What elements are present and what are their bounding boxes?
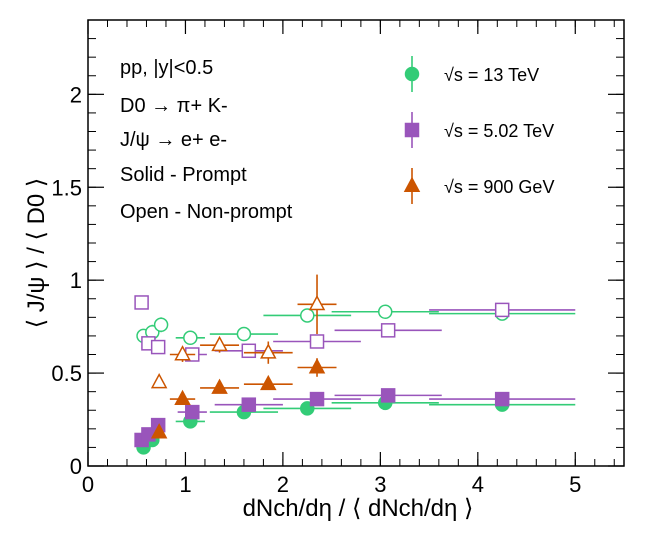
annotation-jpsi-decay: J/ψ → e+ e- [120, 129, 227, 151]
annotation-d0-decay: D0 → π+ K- [120, 95, 228, 117]
data-point [174, 389, 191, 406]
data-point [236, 326, 252, 342]
y-tick-label: 2 [70, 82, 82, 107]
x-axis-title: dNch/dη / ⟨ dNch/dη ⟩ [243, 495, 474, 522]
data-point [494, 302, 510, 318]
data-point [150, 372, 168, 389]
legend-marker-triangle [403, 176, 421, 192]
data-point [260, 343, 277, 359]
x-tick-label: 3 [374, 472, 386, 497]
annotation-open-nonprompt: Open - Non-prompt [120, 201, 293, 223]
legend-label-900gev: √s = 900 GeV [444, 177, 554, 197]
series-2 [134, 388, 576, 448]
y-axis-title: ⟨ J/ψ ⟩ / ⟨ D0 ⟩ [23, 178, 50, 329]
data-point [150, 423, 168, 439]
data-point [380, 323, 396, 338]
series-5 [150, 274, 337, 389]
legend: √s = 13 TeV √s = 5.02 TeV √s = 900 GeV [403, 56, 554, 204]
x-tick-label: 5 [569, 472, 581, 497]
x-tick-label: 1 [179, 472, 191, 497]
series-3 [134, 295, 576, 362]
data-point [185, 404, 200, 420]
data-point [494, 391, 510, 407]
x-tick-label: 0 [82, 472, 94, 497]
y-tick-label: 0 [70, 454, 82, 479]
data-point [308, 358, 326, 374]
data-layer [134, 274, 576, 455]
data-point [211, 335, 228, 352]
y-tick-label: 0.5 [51, 361, 82, 386]
data-point [380, 388, 396, 403]
series-4 [150, 358, 337, 439]
x-tick-label: 4 [472, 472, 484, 497]
data-point [174, 345, 191, 361]
data-point [260, 374, 277, 391]
data-point [134, 295, 149, 310]
data-point [183, 330, 198, 346]
y-tick-label: 1 [70, 268, 82, 293]
annotation-solid-prompt: Solid - Prompt [120, 164, 247, 186]
data-point [309, 334, 325, 349]
legend-marker-circle [404, 66, 420, 82]
legend-label-13tev: √s = 13 TeV [444, 65, 539, 85]
data-point [308, 294, 326, 311]
annotation-block: pp, |y|<0.5 D0 → π+ K- J/ψ → e+ e- Solid… [120, 57, 293, 223]
series-1 [136, 304, 576, 346]
x-tick-label: 2 [277, 472, 289, 497]
legend-marker-square [404, 122, 420, 138]
data-point [300, 308, 315, 323]
data-point [241, 397, 257, 412]
data-point [150, 339, 166, 355]
frame-layer: 0 1 2 3 4 5 0 0.5 1 1.5 2 [51, 19, 625, 497]
data-point [153, 317, 169, 333]
data-point [309, 391, 325, 407]
data-point [211, 378, 228, 394]
series-0 [136, 395, 576, 455]
data-point [241, 343, 257, 359]
legend-label-502tev: √s = 5.02 TeV [444, 121, 554, 141]
data-point [377, 304, 393, 320]
y-tick-label: 1.5 [51, 175, 82, 200]
annotation-collision-system: pp, |y|<0.5 [120, 57, 213, 79]
